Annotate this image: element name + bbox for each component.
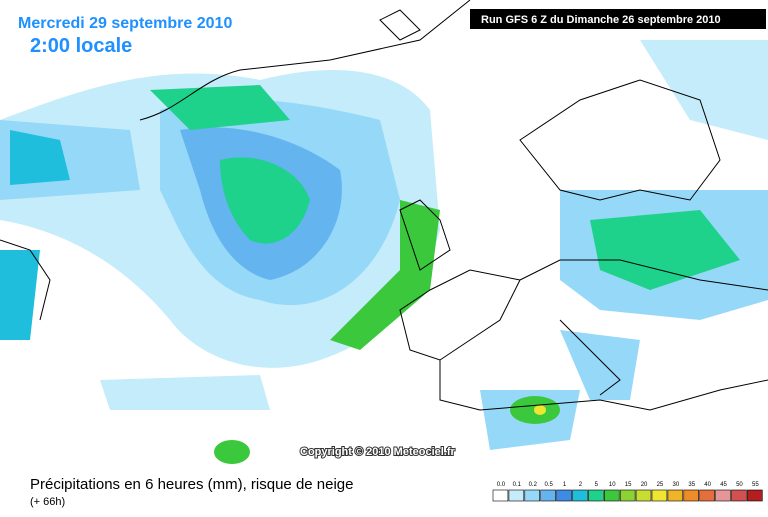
legend: 0.0 0.1 0.2 0.5 1 2 5 10 15 20 25 30 35 40 45 50 55 xyxy=(492,482,763,502)
legend-swatch xyxy=(603,489,620,502)
legend-swatch xyxy=(508,489,525,502)
legend-swatch xyxy=(651,489,668,502)
legend-swatch xyxy=(699,489,715,502)
precipitation xyxy=(0,40,768,464)
legend-label: 15 xyxy=(625,482,632,488)
legend-label: 40 xyxy=(704,482,711,488)
footer-lead: (+ 66h) xyxy=(30,496,65,508)
legend-label: 50 xyxy=(736,482,743,488)
coastlines xyxy=(0,0,768,411)
legend-label: 1 xyxy=(563,482,567,488)
legend-label: 10 xyxy=(609,482,616,488)
legend-label: 0.2 xyxy=(529,482,538,488)
forecast-time: 2:00 locale xyxy=(30,35,132,57)
legend-swatch xyxy=(731,489,747,502)
legend-label: 35 xyxy=(688,482,695,488)
legend-swatch xyxy=(747,489,763,502)
footer-title: Précipitations en 6 heures (mm), risque … xyxy=(30,476,354,493)
legend-label: 20 xyxy=(641,482,648,488)
legend-label: 45 xyxy=(720,482,727,488)
legend-label: 0.0 xyxy=(497,482,506,488)
legend-swatch xyxy=(619,489,636,502)
legend-swatch xyxy=(556,489,572,502)
legend-swatch xyxy=(524,489,540,502)
legend-swatch xyxy=(492,489,509,502)
legend-swatch xyxy=(715,489,731,502)
legend-label: 30 xyxy=(673,482,680,488)
legend-label: 55 xyxy=(752,482,759,488)
run-box xyxy=(470,9,766,29)
legend-swatch xyxy=(635,489,652,502)
footer-panel xyxy=(0,466,768,512)
run-info: Run GFS 6 Z du Dimanche 26 septembre 201… xyxy=(481,14,721,26)
legend-label: 0.5 xyxy=(544,482,553,488)
legend-label: 2 xyxy=(579,482,583,488)
legend-swatch xyxy=(588,489,604,502)
legend-label: 5 xyxy=(595,482,599,488)
legend-label: 0.1 xyxy=(513,482,522,488)
legend-swatch xyxy=(540,489,556,502)
legend-label: 25 xyxy=(657,482,664,488)
legend-swatch xyxy=(683,489,699,502)
legend-swatch xyxy=(572,489,588,502)
legend-swatch xyxy=(667,489,684,502)
forecast-date: Mercredi 29 septembre 2010 xyxy=(18,15,232,32)
copyright: Copyright © 2010 Meteociel.fr xyxy=(300,446,456,458)
